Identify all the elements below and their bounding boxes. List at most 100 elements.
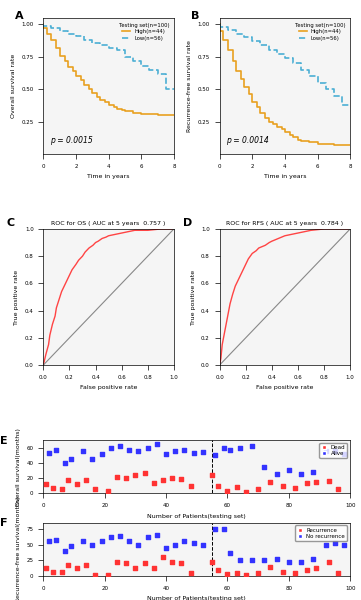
Point <box>280 481 286 490</box>
Point <box>323 446 329 456</box>
Point <box>43 563 49 573</box>
Y-axis label: True positive rate: True positive rate <box>191 269 196 325</box>
Point <box>49 567 56 577</box>
Point <box>145 443 151 452</box>
Point <box>90 454 95 464</box>
Y-axis label: Recurrence-free survival(months): Recurrence-free survival(months) <box>16 497 21 600</box>
Point <box>313 477 319 487</box>
Y-axis label: True positive rate: True positive rate <box>14 269 19 325</box>
Point <box>341 449 347 458</box>
Text: A: A <box>14 11 23 21</box>
X-axis label: Number of Patients(testing set): Number of Patients(testing set) <box>147 596 246 600</box>
Point <box>221 524 227 534</box>
Point <box>332 446 338 456</box>
Text: p = 0.0015: p = 0.0015 <box>50 136 93 145</box>
Point <box>268 562 273 571</box>
X-axis label: False positive rate: False positive rate <box>80 385 137 391</box>
Point <box>65 560 71 569</box>
X-axis label: False positive rate: False positive rate <box>256 385 314 391</box>
Text: B: B <box>191 11 199 21</box>
Point <box>169 557 175 567</box>
Point <box>74 563 80 573</box>
Point <box>132 563 138 573</box>
Point <box>80 536 86 546</box>
Point <box>154 439 160 449</box>
Point <box>304 479 310 488</box>
Point <box>163 543 169 553</box>
Point <box>117 532 123 541</box>
Text: C: C <box>7 218 15 228</box>
Point <box>332 539 338 548</box>
Point <box>59 567 65 577</box>
Point <box>83 560 89 570</box>
Point <box>99 449 105 458</box>
Point <box>326 557 331 567</box>
Point <box>225 569 230 579</box>
Point <box>243 487 249 497</box>
Point <box>151 563 157 572</box>
Legend: Recurrence, No recurrence: Recurrence, No recurrence <box>295 526 347 541</box>
Point <box>68 542 74 551</box>
Point <box>225 486 230 496</box>
Point <box>53 445 58 455</box>
Point <box>298 469 304 479</box>
Text: F: F <box>0 518 8 529</box>
Point <box>313 563 319 573</box>
Point <box>178 474 184 484</box>
Point <box>341 540 347 550</box>
Point <box>160 475 166 484</box>
Legend: High(n=44), Low(n=56): High(n=44), Low(n=56) <box>116 20 171 43</box>
Point <box>292 568 298 578</box>
Point <box>200 448 206 457</box>
Text: E: E <box>0 436 8 446</box>
Point <box>126 445 132 455</box>
Point <box>221 443 227 452</box>
Point <box>80 446 86 456</box>
Point <box>200 540 206 550</box>
Point <box>274 554 279 564</box>
Point <box>304 565 310 575</box>
Point <box>188 481 193 490</box>
Point <box>83 476 89 485</box>
Point <box>249 441 255 451</box>
Point <box>215 566 221 575</box>
Legend: High(n=44), Low(n=56): High(n=44), Low(n=56) <box>293 20 348 43</box>
Point <box>114 557 120 567</box>
Point <box>249 556 255 565</box>
Point <box>326 476 331 486</box>
Point <box>172 446 178 456</box>
X-axis label: Number of Patients(testing set): Number of Patients(testing set) <box>147 514 246 518</box>
Text: D: D <box>183 218 192 228</box>
Point <box>117 441 123 451</box>
Point <box>335 485 341 494</box>
Point <box>274 469 279 479</box>
Point <box>59 485 65 494</box>
Point <box>261 462 267 472</box>
Point <box>47 448 52 458</box>
Point <box>114 472 120 481</box>
Point <box>182 445 187 455</box>
Point <box>49 483 56 493</box>
Point <box>142 559 148 568</box>
Point <box>126 536 132 546</box>
Point <box>108 443 114 452</box>
Point <box>298 557 304 567</box>
Point <box>191 448 196 458</box>
Point <box>123 559 129 568</box>
Point <box>142 468 148 478</box>
Point <box>310 554 316 564</box>
Point <box>47 536 52 546</box>
Point <box>65 475 71 484</box>
Point <box>261 556 267 565</box>
Point <box>154 530 160 540</box>
Point <box>286 466 292 475</box>
Point <box>268 477 273 487</box>
Point <box>215 482 221 491</box>
Y-axis label: Overall survival rate: Overall survival rate <box>11 54 16 118</box>
Point <box>92 570 98 580</box>
Point <box>191 539 196 548</box>
Legend: Dead, Alive: Dead, Alive <box>319 443 347 458</box>
Point <box>151 478 157 487</box>
Title: ROC for RFS ( AUC at 5 years  0.784 ): ROC for RFS ( AUC at 5 years 0.784 ) <box>226 221 343 226</box>
Point <box>243 570 249 580</box>
